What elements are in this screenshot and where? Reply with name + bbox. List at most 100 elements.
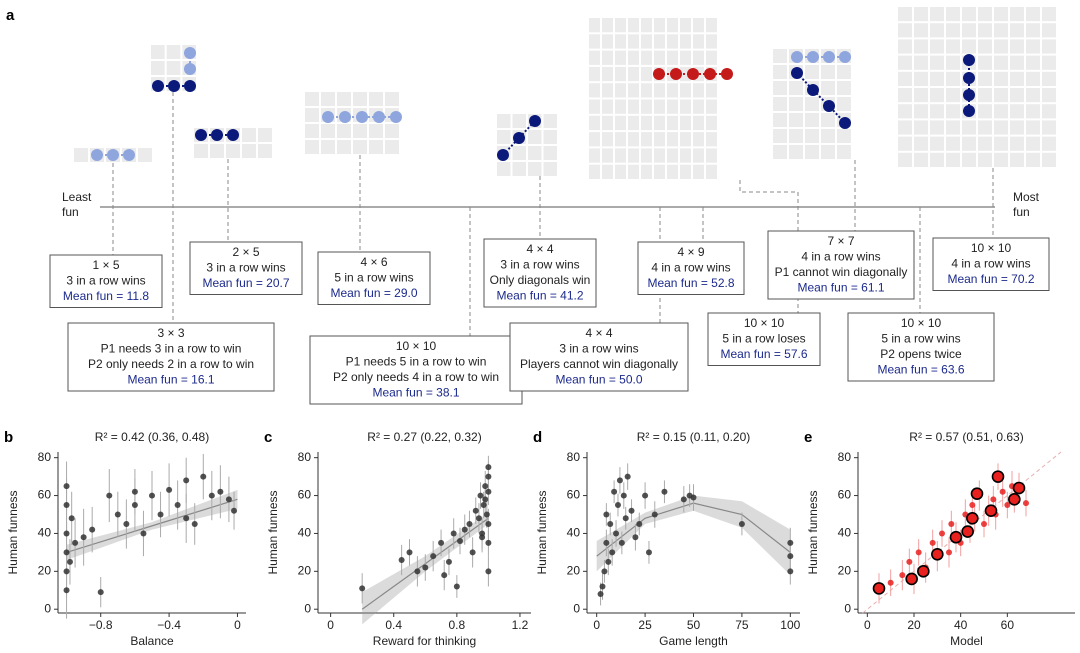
board-cell [589, 99, 600, 114]
game-box [767, 230, 915, 300]
fit-line [66, 498, 238, 553]
board-cell [667, 99, 678, 114]
point [483, 511, 490, 518]
board-cell [1010, 104, 1024, 119]
point [680, 496, 687, 503]
point [441, 572, 448, 579]
board-cell [821, 145, 835, 159]
point [929, 539, 936, 546]
point [422, 564, 429, 571]
board-cell [821, 113, 835, 127]
board-cell [667, 18, 678, 33]
x-tick-label: 0 [327, 618, 334, 632]
board-cell [369, 124, 383, 138]
panel-label: a [6, 7, 15, 24]
board-cell [1026, 71, 1040, 86]
game-box [637, 241, 745, 295]
x-tick-label: 60 [1001, 618, 1015, 632]
board-cell [654, 99, 665, 114]
board-cell [641, 148, 652, 163]
mean-fun: Mean fun = 63.6 [877, 363, 964, 377]
board-cell [641, 164, 652, 179]
board-cell [497, 162, 511, 176]
board-cell [930, 136, 944, 151]
board-cell [1026, 104, 1040, 119]
board-cell [151, 61, 165, 75]
board-cell [680, 34, 691, 49]
point [939, 530, 945, 537]
highlighted-game [931, 547, 944, 561]
board-cell [946, 120, 960, 135]
highlighted-game [1008, 493, 1021, 506]
most-fun-label: Most [1013, 190, 1040, 204]
board-cell [962, 7, 976, 22]
board-cell [930, 152, 944, 167]
point [485, 464, 492, 471]
piece [839, 117, 851, 129]
highlighted-game [917, 565, 930, 578]
point [614, 502, 621, 509]
board-cell [914, 88, 928, 103]
board-cell [667, 148, 678, 163]
board-cell [321, 124, 335, 138]
board-cell [978, 88, 992, 103]
board-cell [1042, 104, 1056, 119]
board-cell [305, 108, 319, 122]
board-cell [773, 129, 787, 143]
piece [373, 111, 385, 123]
board-cell [789, 113, 803, 127]
board-cell [589, 18, 600, 33]
board-cell [628, 18, 639, 33]
x-tick-label: 100 [780, 618, 800, 632]
game-box [49, 254, 163, 308]
board-cell [74, 148, 88, 162]
board-cell [615, 83, 626, 98]
game-box [67, 322, 275, 392]
board-cell [654, 132, 665, 147]
point [636, 520, 643, 527]
board-cell [706, 148, 717, 163]
game-box [932, 237, 1050, 291]
x-tick-label: 0.8 [449, 618, 466, 632]
point [66, 558, 73, 565]
y-tick-label: 60 [838, 488, 852, 502]
x-tick-label: 50 [687, 618, 701, 632]
point [430, 553, 437, 560]
board-cell [978, 71, 992, 86]
board-cell [602, 99, 613, 114]
game-box [483, 238, 597, 308]
board-cell [589, 164, 600, 179]
x-axis-label: Game length [659, 634, 728, 648]
point [738, 520, 745, 527]
point [406, 549, 413, 556]
board-cell [667, 164, 678, 179]
board-cell [628, 164, 639, 179]
piece [963, 54, 975, 66]
piece [168, 80, 180, 92]
board-cell [994, 39, 1008, 54]
highlighted-game [949, 530, 963, 544]
board-cell [641, 115, 652, 131]
point [485, 539, 492, 546]
board-cell [589, 83, 600, 98]
board-cell [615, 115, 626, 131]
board-cell [837, 145, 851, 159]
board-cell [680, 66, 691, 82]
board-cell [589, 132, 600, 147]
piece [211, 129, 223, 141]
y-tick-label: 40 [298, 526, 312, 540]
board-cell [138, 148, 152, 162]
board-cell [226, 144, 240, 158]
chart-title: R² = 0.42 (0.36, 0.48) [95, 430, 209, 444]
board-cell [654, 83, 665, 98]
board-cell [946, 136, 960, 151]
board-cell [497, 114, 511, 128]
board-cell [930, 104, 944, 119]
point [80, 534, 87, 541]
game-rule: 4 in a row wins [651, 261, 730, 275]
board-cell [805, 97, 819, 111]
point [457, 538, 463, 545]
point [906, 558, 913, 565]
board-cell [628, 83, 639, 98]
point [605, 558, 612, 565]
